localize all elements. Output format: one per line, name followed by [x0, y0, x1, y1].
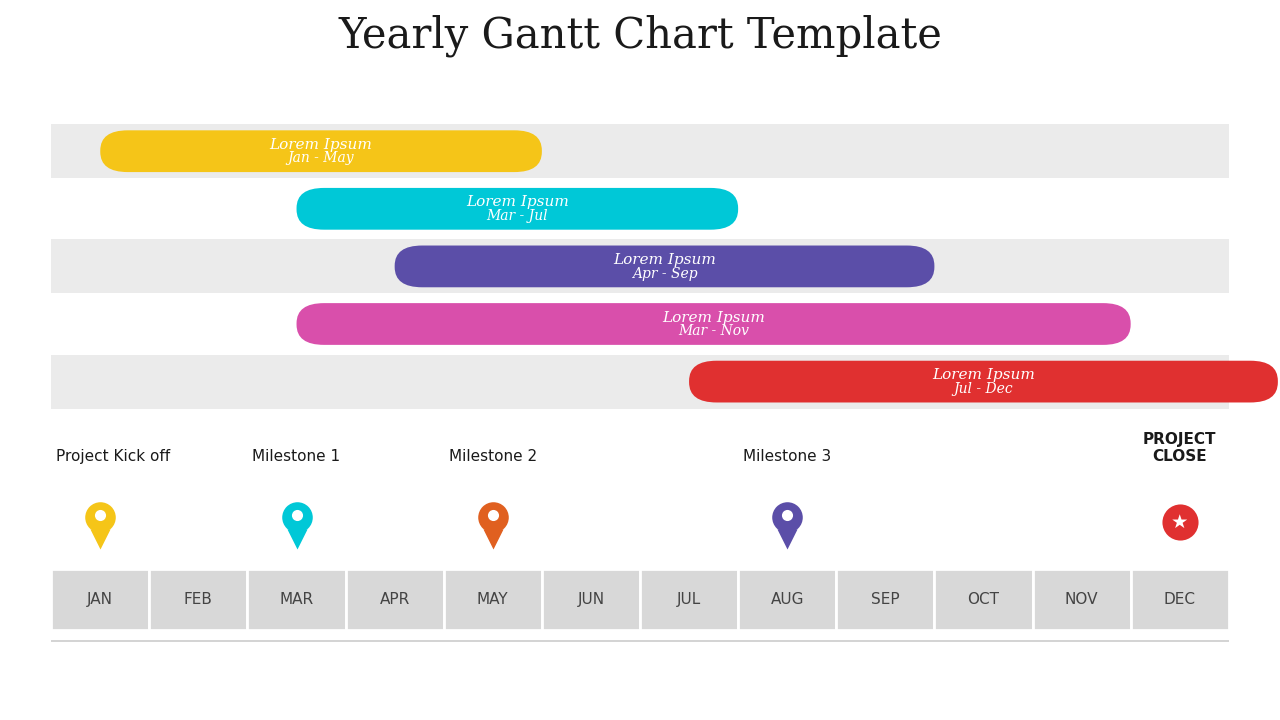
- Bar: [739, 569, 836, 630]
- Bar: [934, 569, 1033, 630]
- FancyBboxPatch shape: [297, 303, 1130, 345]
- Text: Milestone 1: Milestone 1: [252, 449, 340, 464]
- Text: Milestone 2: Milestone 2: [449, 449, 536, 464]
- Bar: [1130, 569, 1229, 630]
- Text: SEP: SEP: [870, 592, 900, 607]
- Text: Lorem Ipsum: Lorem Ipsum: [662, 310, 765, 325]
- Text: MAY: MAY: [477, 592, 508, 607]
- Text: NOV: NOV: [1065, 592, 1098, 607]
- FancyBboxPatch shape: [689, 361, 1277, 402]
- Text: Jan - May: Jan - May: [288, 151, 355, 166]
- Text: Lorem Ipsum: Lorem Ipsum: [270, 138, 372, 152]
- Text: Lorem Ipsum: Lorem Ipsum: [932, 368, 1036, 382]
- Bar: [541, 569, 640, 630]
- Bar: [1033, 569, 1130, 630]
- Bar: [51, 239, 1229, 294]
- Text: JUN: JUN: [577, 592, 604, 607]
- Text: DEC: DEC: [1164, 592, 1196, 607]
- Text: OCT: OCT: [968, 592, 1000, 607]
- Bar: [836, 569, 934, 630]
- Text: MAR: MAR: [279, 592, 314, 607]
- Bar: [51, 354, 1229, 408]
- FancyBboxPatch shape: [394, 246, 934, 287]
- FancyBboxPatch shape: [100, 130, 541, 172]
- Bar: [346, 569, 444, 630]
- Text: Jul - Dec: Jul - Dec: [954, 382, 1014, 396]
- Bar: [640, 569, 739, 630]
- Text: APR: APR: [380, 592, 410, 607]
- Bar: [51, 124, 1229, 178]
- Bar: [51, 181, 1229, 236]
- Text: Lorem Ipsum: Lorem Ipsum: [613, 253, 716, 267]
- Text: JAN: JAN: [87, 592, 113, 607]
- FancyBboxPatch shape: [297, 188, 739, 230]
- Text: Mar - Nov: Mar - Nov: [678, 324, 749, 338]
- Text: Lorem Ipsum: Lorem Ipsum: [466, 195, 568, 210]
- Bar: [51, 297, 1229, 351]
- Text: Mar - Jul: Mar - Jul: [486, 209, 548, 223]
- Text: Apr - Sep: Apr - Sep: [632, 266, 698, 281]
- Bar: [444, 569, 541, 630]
- Bar: [247, 569, 346, 630]
- Text: JUL: JUL: [677, 592, 701, 607]
- Text: Yearly Gantt Chart Template: Yearly Gantt Chart Template: [338, 14, 942, 58]
- Text: ★: ★: [1171, 513, 1189, 531]
- Text: Milestone 3: Milestone 3: [744, 449, 831, 464]
- Text: PROJECT
CLOSE: PROJECT CLOSE: [1143, 432, 1216, 464]
- Text: FEB: FEB: [184, 592, 212, 607]
- Bar: [150, 569, 247, 630]
- Bar: [51, 569, 150, 630]
- Text: AUG: AUG: [771, 592, 804, 607]
- Text: Project Kick off: Project Kick off: [56, 449, 170, 464]
